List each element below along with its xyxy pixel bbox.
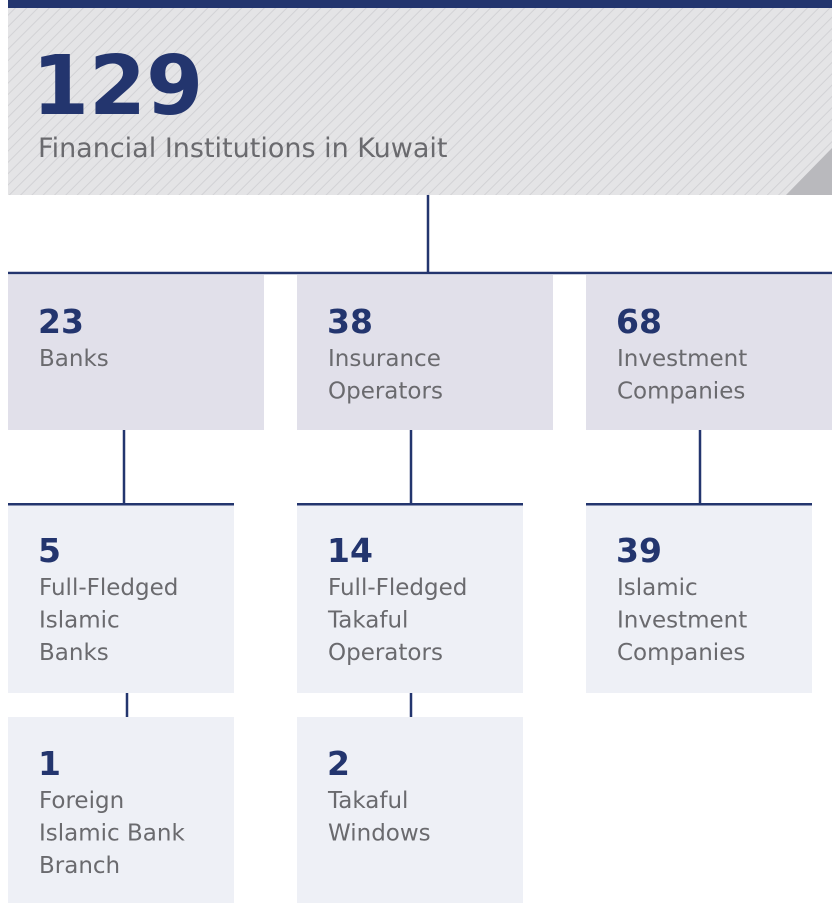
- node-box: [8, 275, 264, 430]
- node-label: Windows: [328, 821, 431, 847]
- header-number: 129: [32, 39, 203, 134]
- node-number: 39: [616, 531, 662, 570]
- node-label: Insurance: [328, 346, 441, 372]
- top-bar: [8, 0, 832, 8]
- node-label: Banks: [39, 640, 109, 666]
- node-label: Foreign: [39, 788, 124, 814]
- node-box: [586, 275, 832, 430]
- node-label: Full-Fledged: [328, 575, 467, 601]
- node-number: 1: [38, 744, 61, 783]
- node-label: Islamic: [617, 575, 698, 601]
- node-number: 5: [38, 531, 61, 570]
- node-box: [297, 275, 553, 430]
- corner: [786, 148, 832, 195]
- node-label: Islamic Bank: [39, 821, 185, 847]
- node-number: 23: [38, 302, 84, 341]
- node-number: 38: [327, 302, 373, 341]
- header-box: [8, 8, 832, 195]
- node-box: [586, 504, 812, 693]
- node-label: Banks: [39, 346, 109, 372]
- header-label: Financial Institutions in Kuwait: [38, 133, 448, 164]
- node-label: Branch: [39, 853, 120, 879]
- node-number: 2: [327, 744, 350, 783]
- node-label: Takaful: [327, 608, 408, 634]
- node-label: Islamic: [39, 608, 120, 634]
- node-top-border: [586, 503, 812, 506]
- node-box: [8, 717, 234, 903]
- node-label: Operators: [328, 640, 443, 666]
- node-label: Companies: [617, 640, 745, 666]
- node-top-border: [297, 503, 523, 506]
- node-box: [297, 504, 523, 693]
- node-box: [297, 717, 523, 903]
- node-label: Companies: [617, 379, 745, 405]
- node-label: Operators: [328, 379, 443, 405]
- connectors: [8, 195, 832, 717]
- node-label: Investment: [617, 346, 747, 372]
- node-label: Takaful: [327, 788, 408, 814]
- node-box: [8, 504, 234, 693]
- node-number: 14: [327, 531, 373, 570]
- node-number: 68: [616, 302, 662, 341]
- node-label: Full-Fledged: [39, 575, 178, 601]
- node-label: Investment: [617, 608, 747, 634]
- node-top-border: [8, 503, 234, 506]
